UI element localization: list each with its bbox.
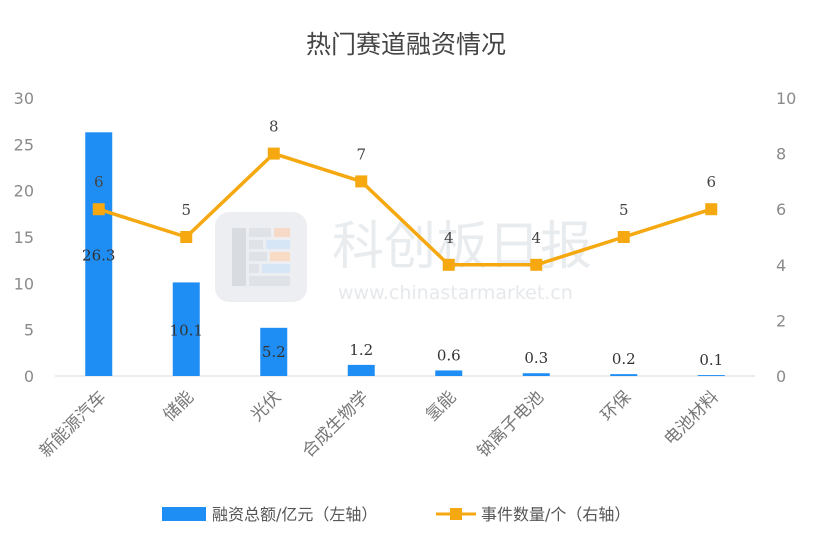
bar-data-label: 10.1: [170, 321, 203, 339]
bar-data-label: 0.6: [437, 346, 461, 364]
chart-title: 热门赛道融资情况: [306, 30, 506, 59]
line-marker: [442, 258, 455, 271]
left-axis-tick-label: 10: [14, 274, 34, 293]
bar-series: 26.3 10.1 5.2 1.2 0.6 0.3 0.2 0.1: [82, 132, 725, 376]
legend-bar-swatch: [162, 507, 206, 521]
bar-data-label: 0.1: [699, 351, 723, 369]
category-label: 电池材料: [661, 387, 723, 449]
line-data-label: 6: [94, 173, 104, 191]
bar: [347, 364, 375, 376]
legend-bar-label: 融资总额/亿元（左轴）: [212, 505, 377, 524]
line-data-label: 5: [181, 201, 191, 219]
legend-line-marker: [450, 508, 462, 520]
legend: 融资总额/亿元（左轴） 事件数量/个（右轴）: [162, 505, 630, 524]
left-axis-tick-label: 5: [24, 321, 34, 340]
bar-data-label: 0.2: [612, 350, 636, 368]
bar: [435, 370, 463, 376]
line-data-label: 4: [444, 229, 454, 247]
right-axis-tick-label: 4: [776, 256, 786, 275]
category-label: 光伏: [247, 387, 285, 425]
line-marker: [180, 231, 193, 243]
right-axis-tick-label: 8: [776, 145, 786, 164]
line-data-label: 4: [531, 229, 541, 247]
left-axis-tick-label: 15: [14, 228, 34, 247]
right-axis-tick-label: 6: [776, 200, 786, 219]
bar: [610, 374, 638, 376]
watermark-url: www.chinastarmarket.cn: [338, 282, 573, 304]
bar-data-label: 26.3: [82, 246, 115, 264]
line-marker: [617, 231, 630, 243]
bar-data-label: 5.2: [262, 343, 286, 361]
line-marker: [92, 203, 105, 216]
left-axis-tick-label: 30: [14, 89, 34, 108]
category-label: 储能: [160, 387, 198, 425]
category-label: 钠离子电池: [474, 387, 548, 461]
line-data-label: 8: [269, 118, 279, 136]
category-label: 合成生物学: [299, 387, 373, 461]
watermark: 科创板日报 www.chinastarmarket.cn: [215, 212, 592, 304]
watermark-name: 科创板日报: [332, 217, 592, 277]
line-data-label: 6: [706, 173, 716, 191]
line-marker: [530, 258, 543, 271]
bar: [697, 375, 725, 376]
left-axis: 0 5 10 15 20 25 30: [14, 89, 34, 386]
bar: [260, 327, 288, 376]
line-data-label: 5: [619, 201, 629, 219]
line-marker: [705, 203, 718, 216]
line-data-label: 7: [356, 145, 366, 163]
right-axis: 0 2 4 6 8 10: [776, 89, 796, 386]
right-axis-tick-label: 2: [776, 311, 786, 330]
right-axis-tick-label: 10: [776, 89, 796, 108]
left-axis-tick-label: 25: [14, 135, 34, 154]
category-label: 新能源汽车: [36, 387, 110, 461]
left-axis-tick-label: 20: [14, 182, 34, 201]
bar-data-label: 1.2: [349, 341, 373, 359]
legend-line-label: 事件数量/个（右轴）: [481, 505, 630, 524]
bar: [522, 373, 550, 376]
line-marker: [267, 147, 280, 160]
line-marker: [355, 175, 368, 188]
bar: [172, 282, 200, 376]
right-axis-tick-label: 0: [776, 367, 786, 386]
left-axis-tick-label: 0: [24, 367, 34, 386]
category-label: 氢能: [422, 387, 460, 425]
watermark-logo-icon: [215, 212, 307, 302]
bar-data-label: 0.3: [524, 349, 548, 367]
bar: [85, 132, 113, 376]
category-axis: 新能源汽车 储能 光伏 合成生物学 氢能 钠离子电池 环保 电池材料: [36, 387, 723, 461]
line-path: [98, 151, 712, 267]
line-series: 6 5 8 7 4 4 5 6: [92, 118, 718, 271]
category-label: 环保: [597, 387, 635, 425]
